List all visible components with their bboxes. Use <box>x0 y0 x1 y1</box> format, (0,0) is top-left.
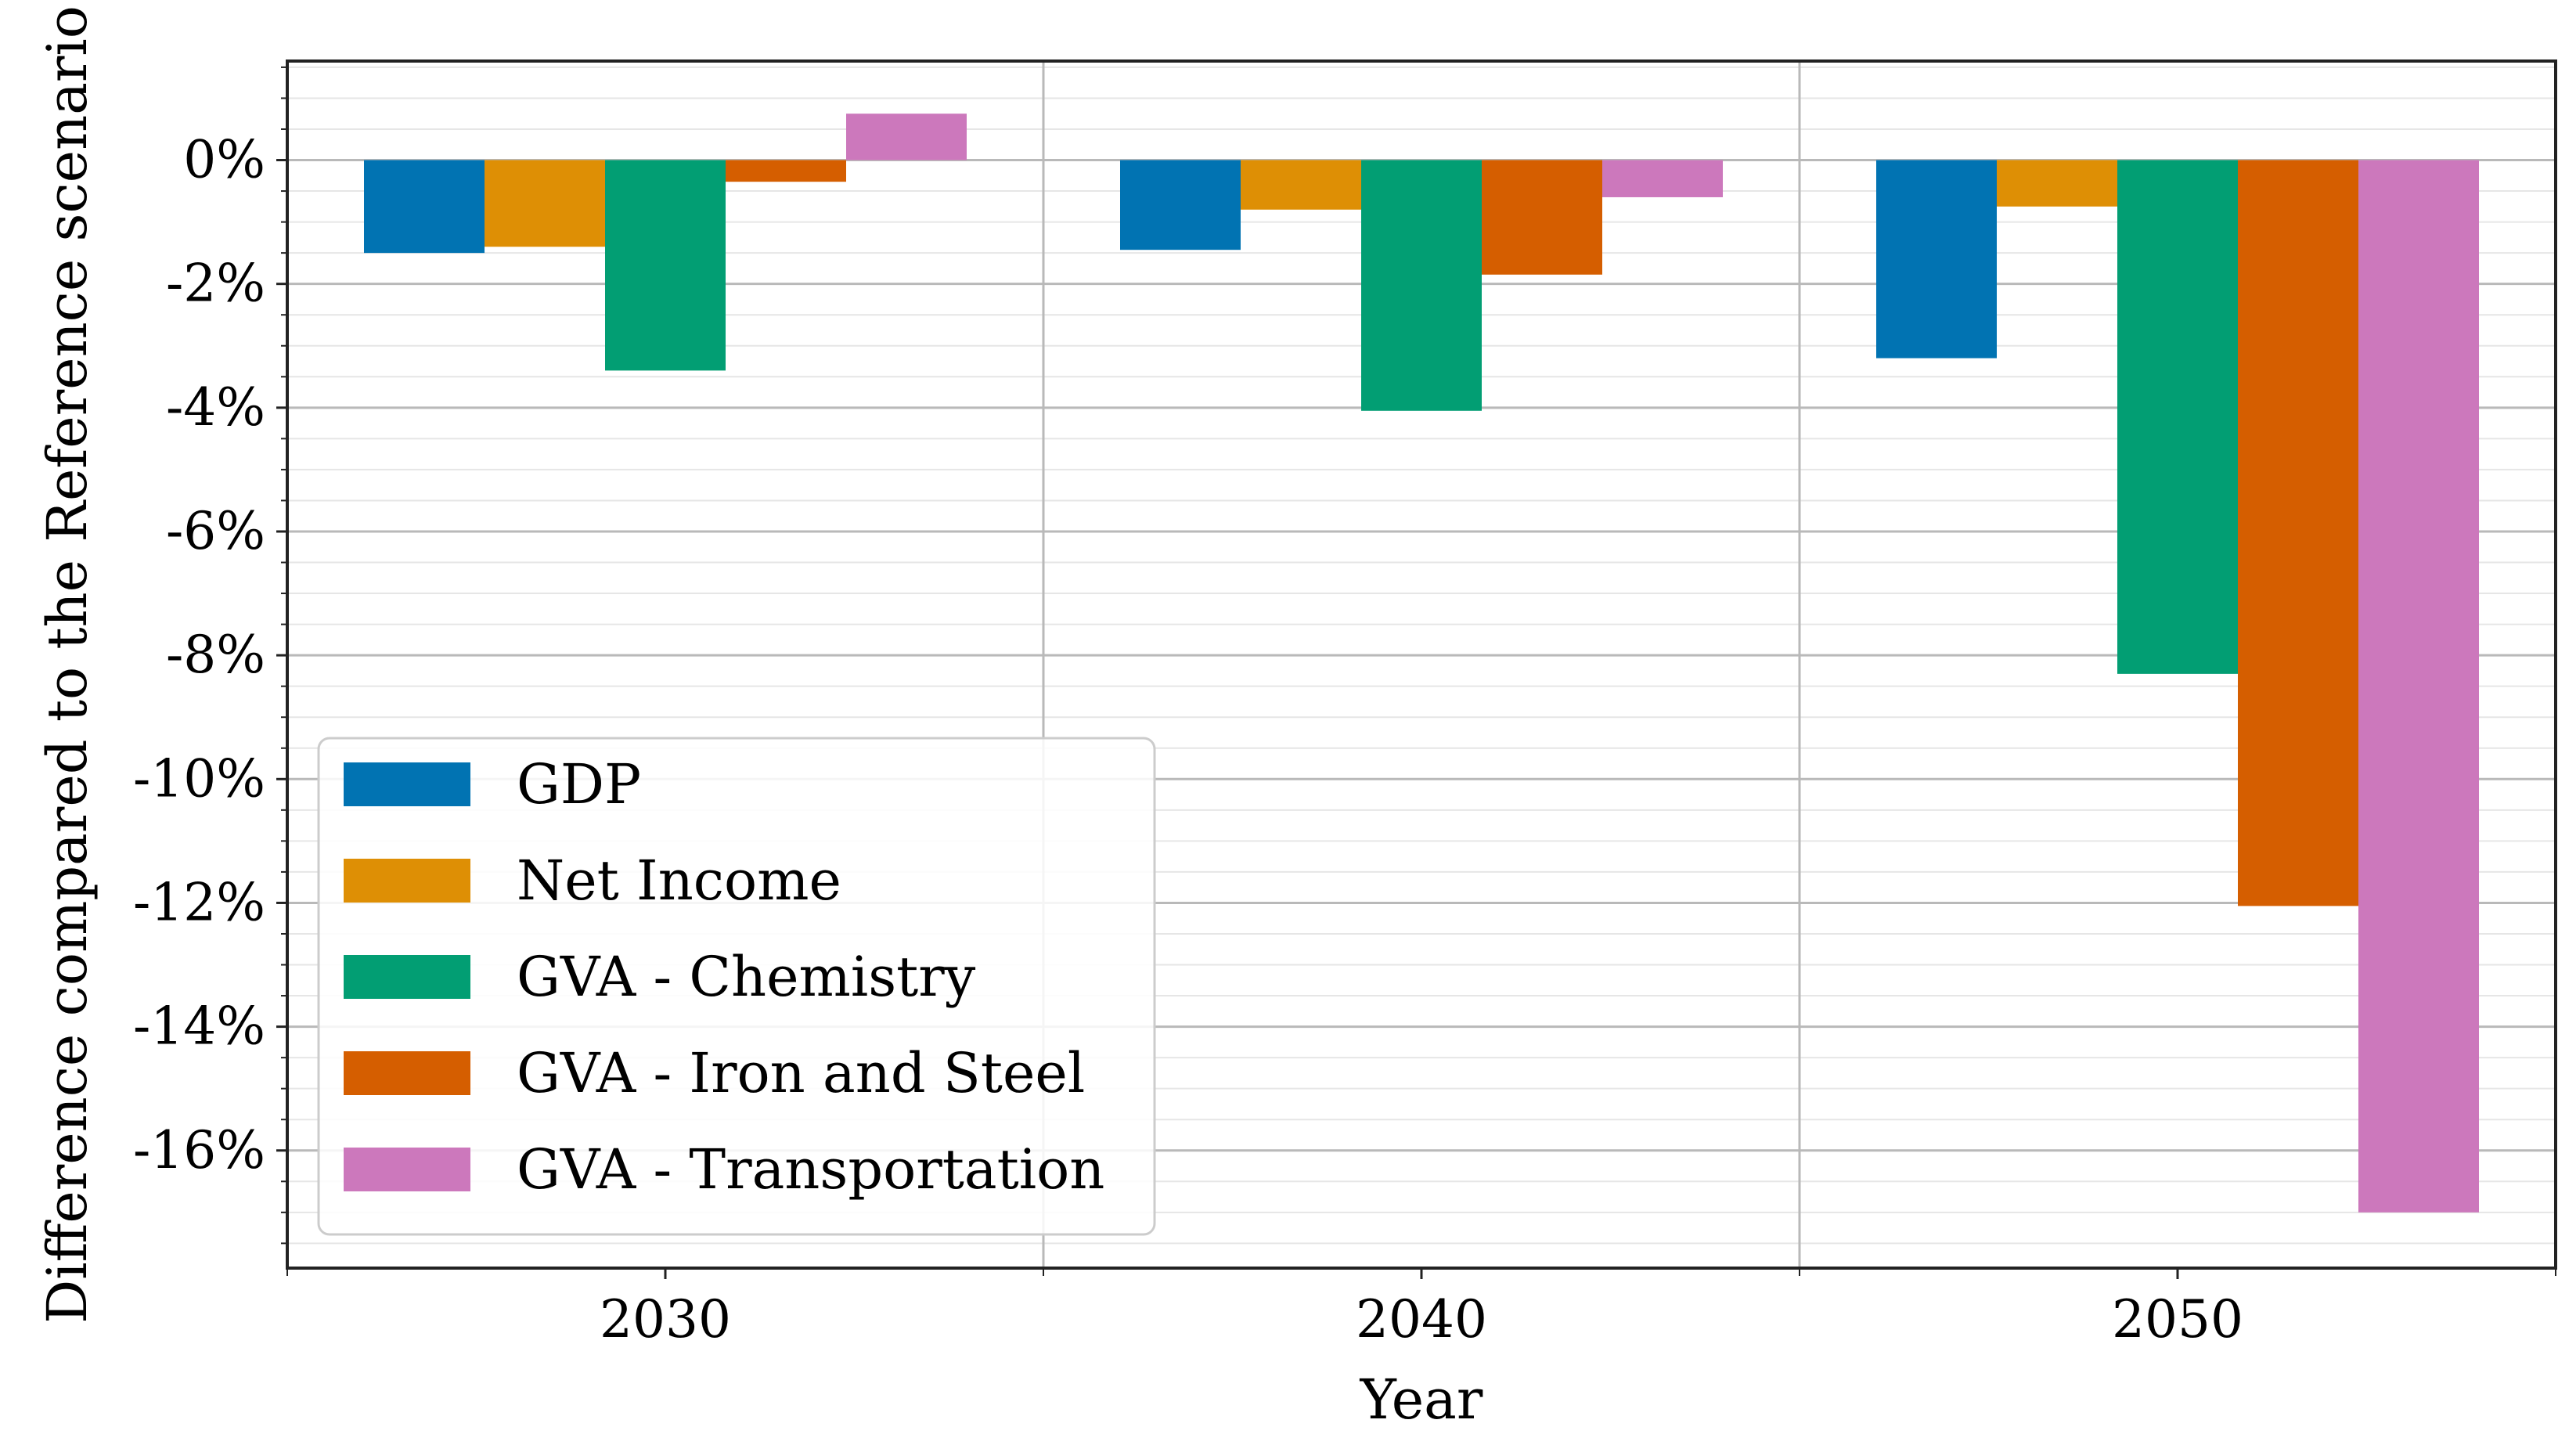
legend-swatch <box>344 955 470 999</box>
bar-net-income-2030 <box>485 160 605 247</box>
x-tick-label: 2050 <box>2112 1289 2243 1350</box>
x-tick-label: 2040 <box>1356 1289 1487 1350</box>
legend-swatch <box>344 762 470 806</box>
y-tick-label: -8% <box>166 625 265 685</box>
bar-gdp-2030 <box>364 160 485 254</box>
bar-gva-transportation-2050 <box>2358 160 2479 1213</box>
bar-gdp-2050 <box>1876 160 1997 359</box>
y-tick-label: -12% <box>133 872 265 932</box>
y-tick-label: -6% <box>166 501 265 561</box>
legend-swatch <box>344 1051 470 1095</box>
y-tick-label: -4% <box>166 377 265 438</box>
bars <box>364 114 2479 1213</box>
x-axis-label: Year <box>1360 1368 1483 1432</box>
legend-entry: GVA - Chemistry <box>517 945 976 1009</box>
legend-swatch <box>344 859 470 903</box>
x-axis-ticks: 2030 2040 2050 <box>286 1268 2556 1350</box>
legend-frame <box>317 737 1156 1236</box>
y-tick-label: -2% <box>166 254 265 314</box>
bar-gva-chemistry-2030 <box>605 160 726 371</box>
legend: GDP Net Income GVA - Chemistry GVA - Iron a… <box>317 737 1156 1236</box>
bar-gva-transportation-2040 <box>1602 160 1723 197</box>
bar-gva-transportation-2030 <box>846 114 967 160</box>
bar-gva-chemistry-2040 <box>1361 160 1482 411</box>
bar-gva-iron-and-steel-2050 <box>2238 160 2358 906</box>
x-tick-label: 2030 <box>600 1289 731 1350</box>
legend-entry: Net Income <box>517 849 841 913</box>
legend-swatch <box>344 1148 470 1191</box>
y-tick-label: -16% <box>133 1120 265 1180</box>
bar-net-income-2050 <box>1997 160 2117 207</box>
bar-gva-iron-and-steel-2040 <box>1482 160 1602 275</box>
y-tick-label: -14% <box>133 996 265 1057</box>
bar-gva-iron-and-steel-2030 <box>726 160 846 182</box>
legend-entry: GVA - Iron and Steel <box>517 1041 1085 1105</box>
y-axis-label: Difference compared to the Reference sce… <box>35 5 99 1324</box>
y-tick-label: 0% <box>183 130 265 190</box>
bar-net-income-2040 <box>1241 160 1361 210</box>
legend-entry: GDP <box>517 752 641 816</box>
y-tick-label: -10% <box>133 748 265 809</box>
y-axis-ticks: 0% -2% -4% -6% -8% -10% -12% -14% -16% <box>133 66 287 1245</box>
legend-entry: GVA - Transportation <box>517 1137 1104 1202</box>
bar-gva-chemistry-2050 <box>2117 160 2238 674</box>
bar-gdp-2040 <box>1120 160 1241 250</box>
